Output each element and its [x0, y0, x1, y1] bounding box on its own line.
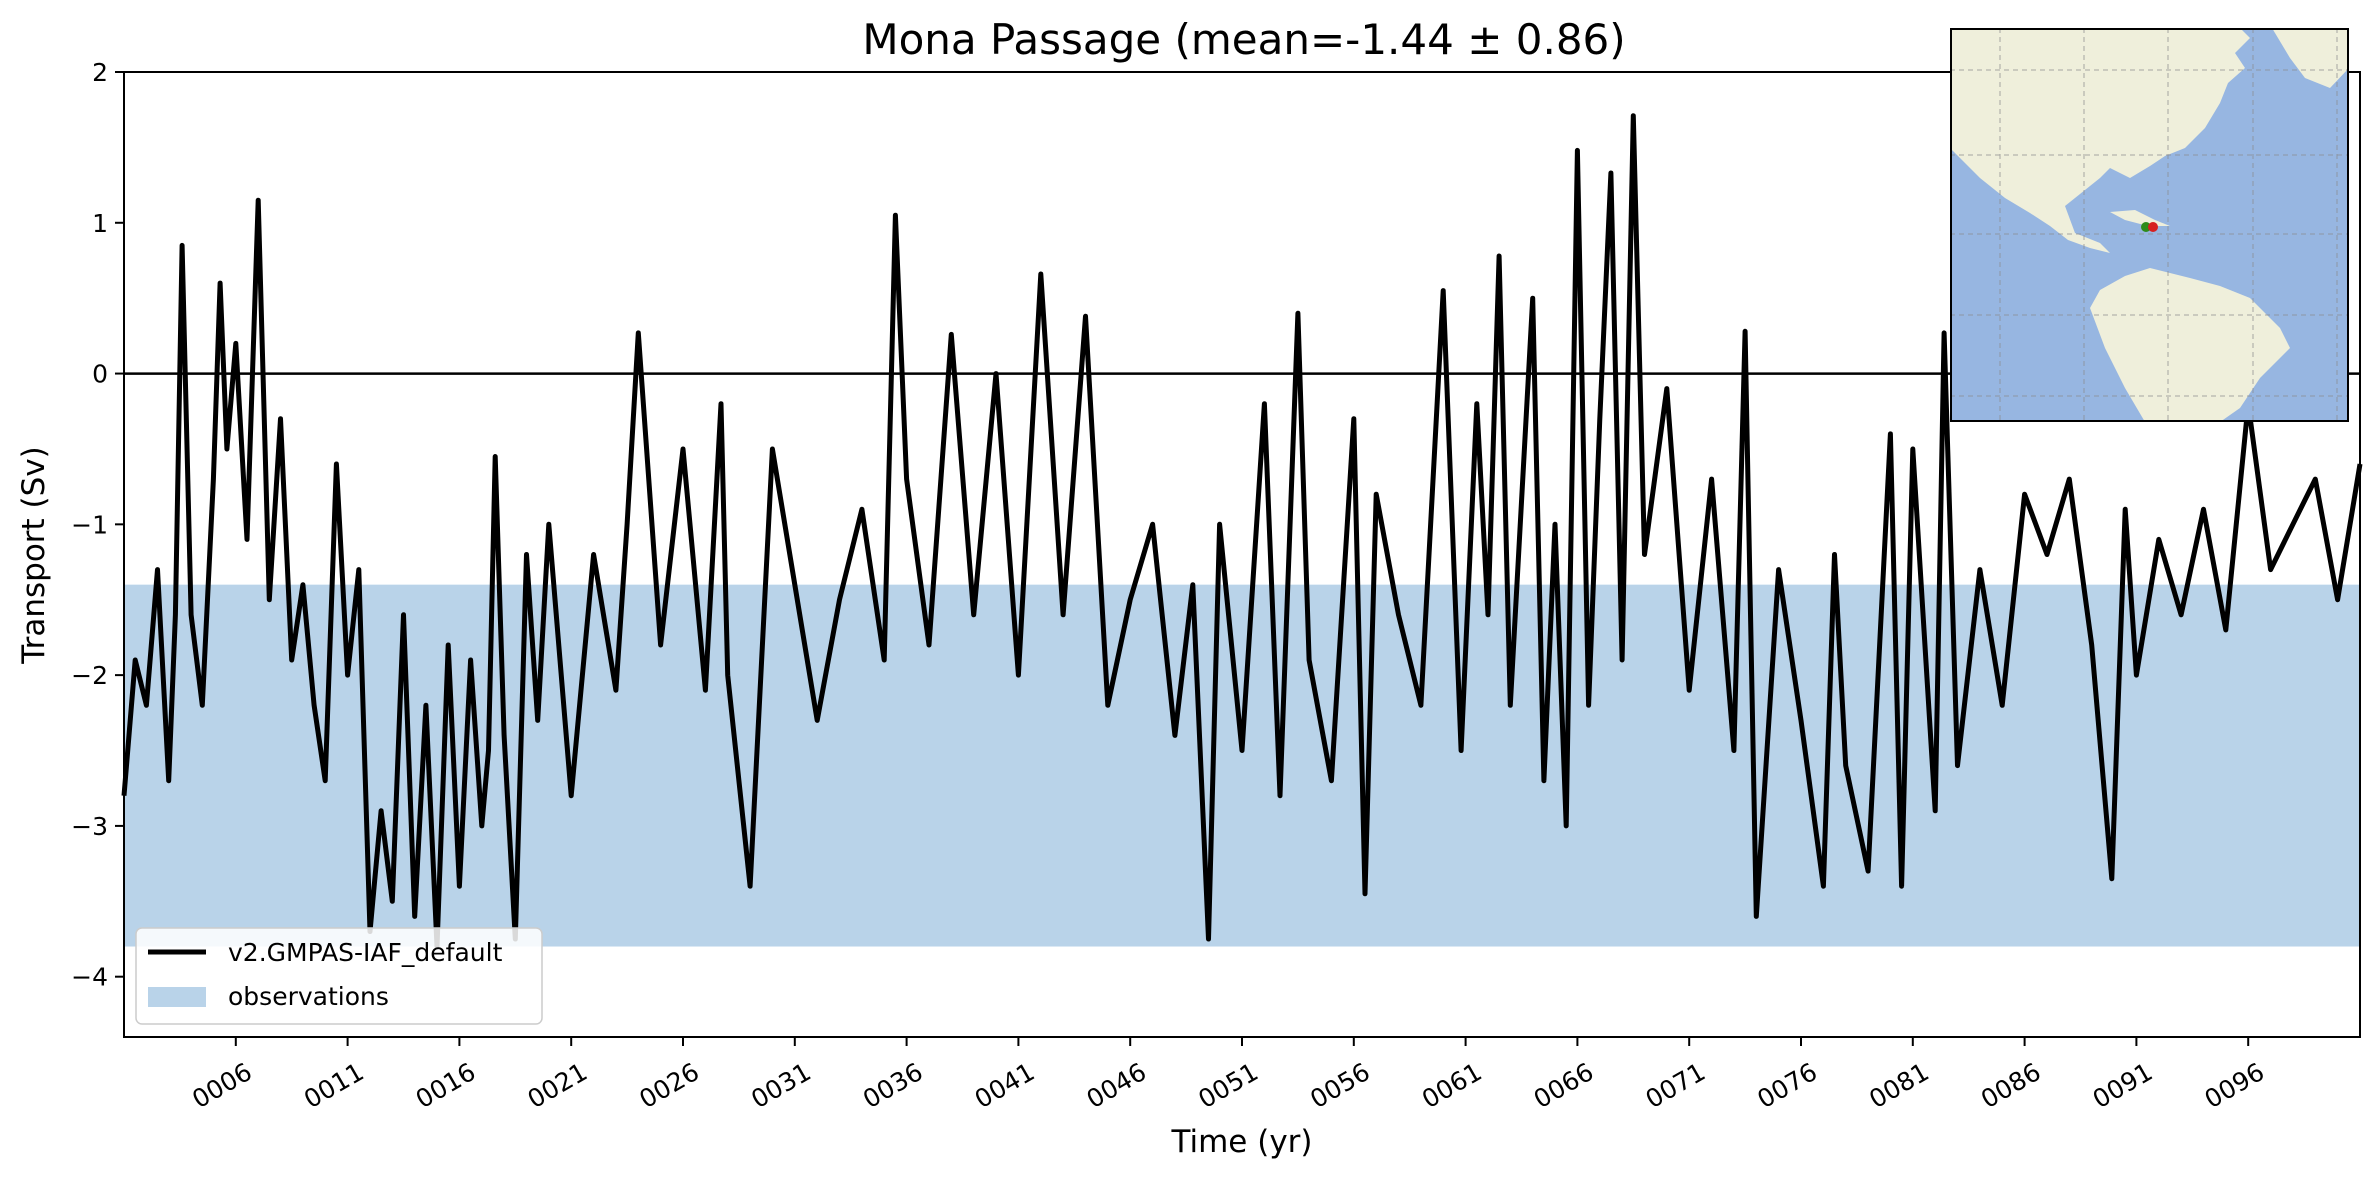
x-tick-label: 0036: [858, 1057, 928, 1114]
x-tick-label: 0091: [2088, 1057, 2158, 1114]
map-marker-west: [2141, 222, 2151, 232]
legend-box: [135, 927, 543, 1025]
y-tick-label: 2: [92, 58, 108, 87]
legend: v2.GMPAS-IAF_default observations: [135, 927, 543, 1025]
map-marker-east: [2148, 222, 2158, 232]
x-tick-label: 0061: [1417, 1057, 1487, 1114]
x-tick-label: 0051: [1193, 1057, 1263, 1114]
legend-label-observations: observations: [228, 982, 389, 1011]
x-tick-label: 0081: [1864, 1057, 1934, 1114]
map-gridlines: [1950, 28, 2349, 422]
series-line-0: [121, 113, 2363, 949]
x-axis-label: Time (yr): [1171, 1124, 1313, 1160]
map-land-cuba: [2110, 210, 2170, 226]
x-tick-label: 0026: [634, 1057, 704, 1114]
y-axis-label: Transport (Sv): [16, 446, 52, 665]
y-tick-label: 1: [92, 209, 108, 238]
x-tick-label: 0041: [970, 1057, 1040, 1114]
observations-band: [124, 584, 2360, 947]
x-tick-label: 0031: [746, 1057, 816, 1114]
y-axis: 2 1 0 −1 −2 −3 −4: [71, 58, 124, 992]
y-tick-label: −1: [71, 510, 108, 539]
x-tick-label: 0021: [523, 1057, 593, 1114]
legend-swatch-observations: [148, 987, 206, 1007]
x-tick-label: 0076: [1752, 1057, 1822, 1114]
chart-title: Mona Passage (mean=-1.44 ± 0.86): [862, 15, 1625, 64]
x-axis: 0006 0011 0016 0021 0026 0031 0036 0041 0046 0051…: [187, 1037, 2269, 1114]
map-land-greenland: [2272, 28, 2349, 88]
x-tick-label: 0086: [1976, 1057, 2046, 1114]
x-tick-label: 0096: [2200, 1057, 2270, 1114]
map-frame: [1950, 28, 2349, 422]
map-land-north-america: [1950, 28, 2250, 253]
x-tick-label: 0056: [1305, 1057, 1375, 1114]
x-tick-label: 0071: [1641, 1057, 1711, 1114]
x-tick-label: 0046: [1082, 1057, 1152, 1114]
y-tick-label: −4: [71, 963, 108, 992]
x-tick-label: 0066: [1529, 1057, 1599, 1114]
plot-area: [121, 71, 2363, 1038]
inset-map: [1950, 28, 2349, 422]
legend-label-model: v2.GMPAS-IAF_default: [228, 938, 503, 967]
series-layer: [121, 113, 2363, 949]
x-tick-label: 0016: [411, 1057, 481, 1114]
x-tick-label: 0011: [299, 1057, 369, 1114]
y-tick-label: −3: [71, 812, 108, 841]
x-tick-label: 0006: [187, 1057, 257, 1114]
y-tick-label: 0: [92, 360, 108, 389]
y-tick-label: −2: [71, 661, 108, 690]
map-land-south-america: [2090, 268, 2290, 422]
